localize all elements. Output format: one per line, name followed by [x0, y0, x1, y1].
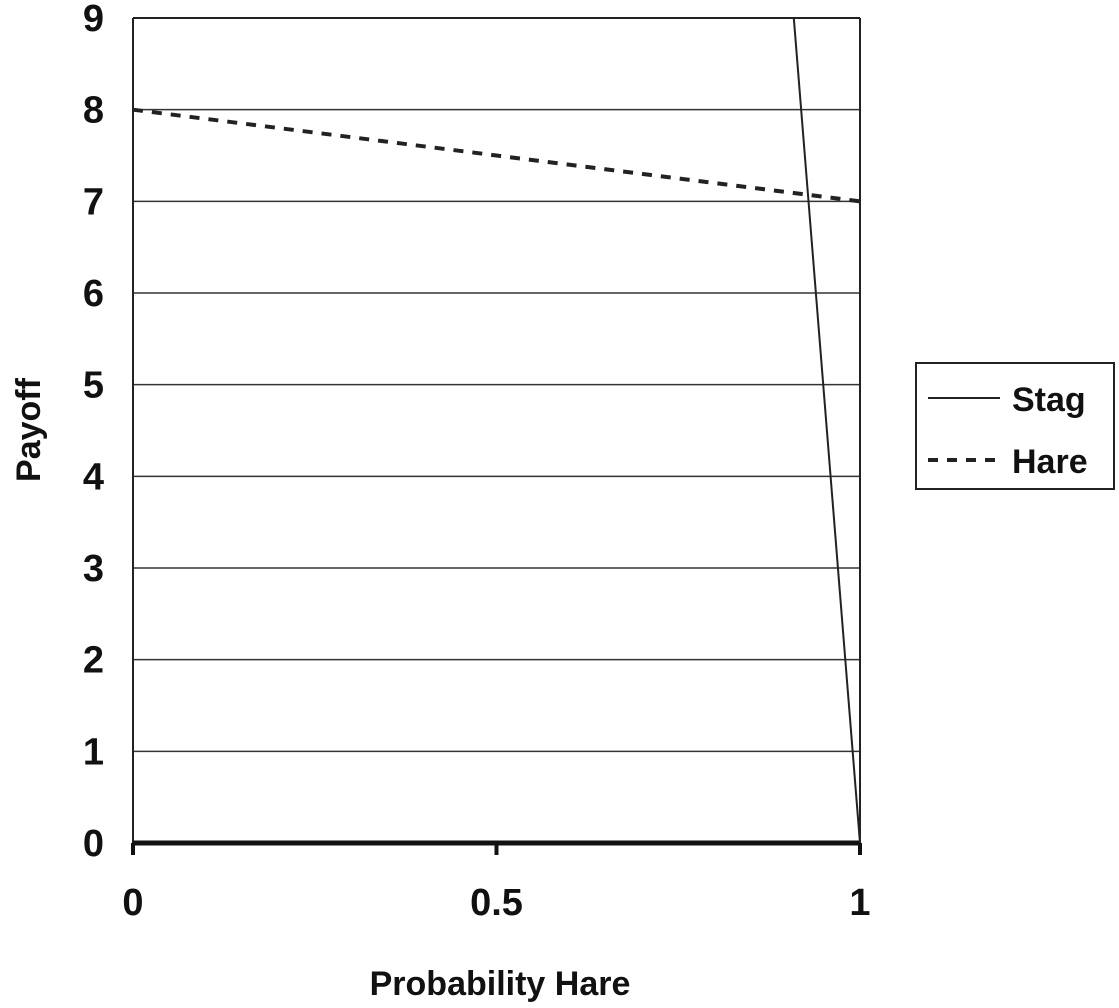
x-tick-label: 0 [122, 882, 143, 924]
plot-area [132, 17, 861, 846]
legend-label-hare: Hare [1012, 443, 1088, 481]
y-tick-label: 8 [83, 90, 104, 132]
y-axis-title: Payoff [10, 377, 48, 482]
x-axis-title: Probability Hare [370, 965, 631, 1003]
legend: Stag Hare [915, 362, 1115, 490]
y-tick-label: 2 [83, 640, 104, 682]
y-tick-label: 1 [83, 731, 104, 773]
y-tick-label: 7 [83, 181, 104, 223]
y-tick-label: 4 [83, 456, 104, 498]
x-tick-label: 1 [849, 882, 870, 924]
series-line-hare [132, 107, 861, 204]
y-tick-label: 6 [83, 273, 104, 315]
y-tick-label: 0 [83, 823, 104, 865]
y-tick-label: 3 [83, 548, 104, 590]
y-axis-tick-labels: 0 1 2 3 4 5 6 7 8 9 [83, 0, 104, 865]
y-tick-label: 9 [83, 0, 104, 40]
y-tick-label: 5 [83, 365, 104, 407]
legend-box [915, 362, 1115, 490]
x-tick-label: 0.5 [470, 882, 523, 924]
series-lines [132, 17, 861, 844]
legend-label-stag: Stag [1012, 381, 1086, 419]
x-axis-tick-labels: 0 0.5 1 [122, 843, 871, 924]
grid-lines [133, 17, 860, 753]
series-line-stag [792, 17, 861, 844]
